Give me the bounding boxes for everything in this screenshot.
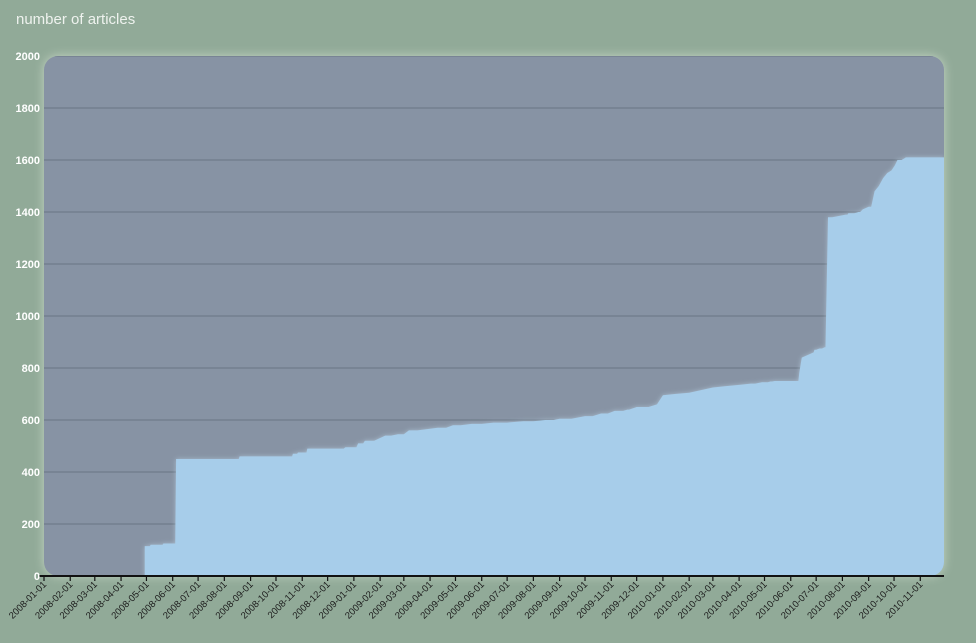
chart-title: number of articles (16, 11, 135, 28)
series-area (44, 157, 944, 576)
y-tick-label: 0 (34, 571, 40, 583)
y-tick-label: 1600 (16, 155, 40, 167)
y-axis-ticks: 0 200 400 600 800 1000 1200 1400 1600 1800 2000 (16, 51, 40, 583)
y-tick-label: 2000 (16, 51, 40, 63)
y-tick-label: 1400 (16, 207, 40, 219)
x-axis-ticks: 2008-01-012008-02-012008-03-012008-04-01… (7, 576, 925, 621)
y-tick-label: 400 (22, 467, 40, 479)
y-tick-label: 800 (22, 363, 40, 375)
y-tick-label: 1000 (16, 311, 40, 323)
y-tick-label: 1200 (16, 259, 40, 271)
y-tick-label: 1800 (16, 103, 40, 115)
y-tick-label: 200 (22, 519, 40, 531)
y-tick-label: 600 (22, 415, 40, 427)
